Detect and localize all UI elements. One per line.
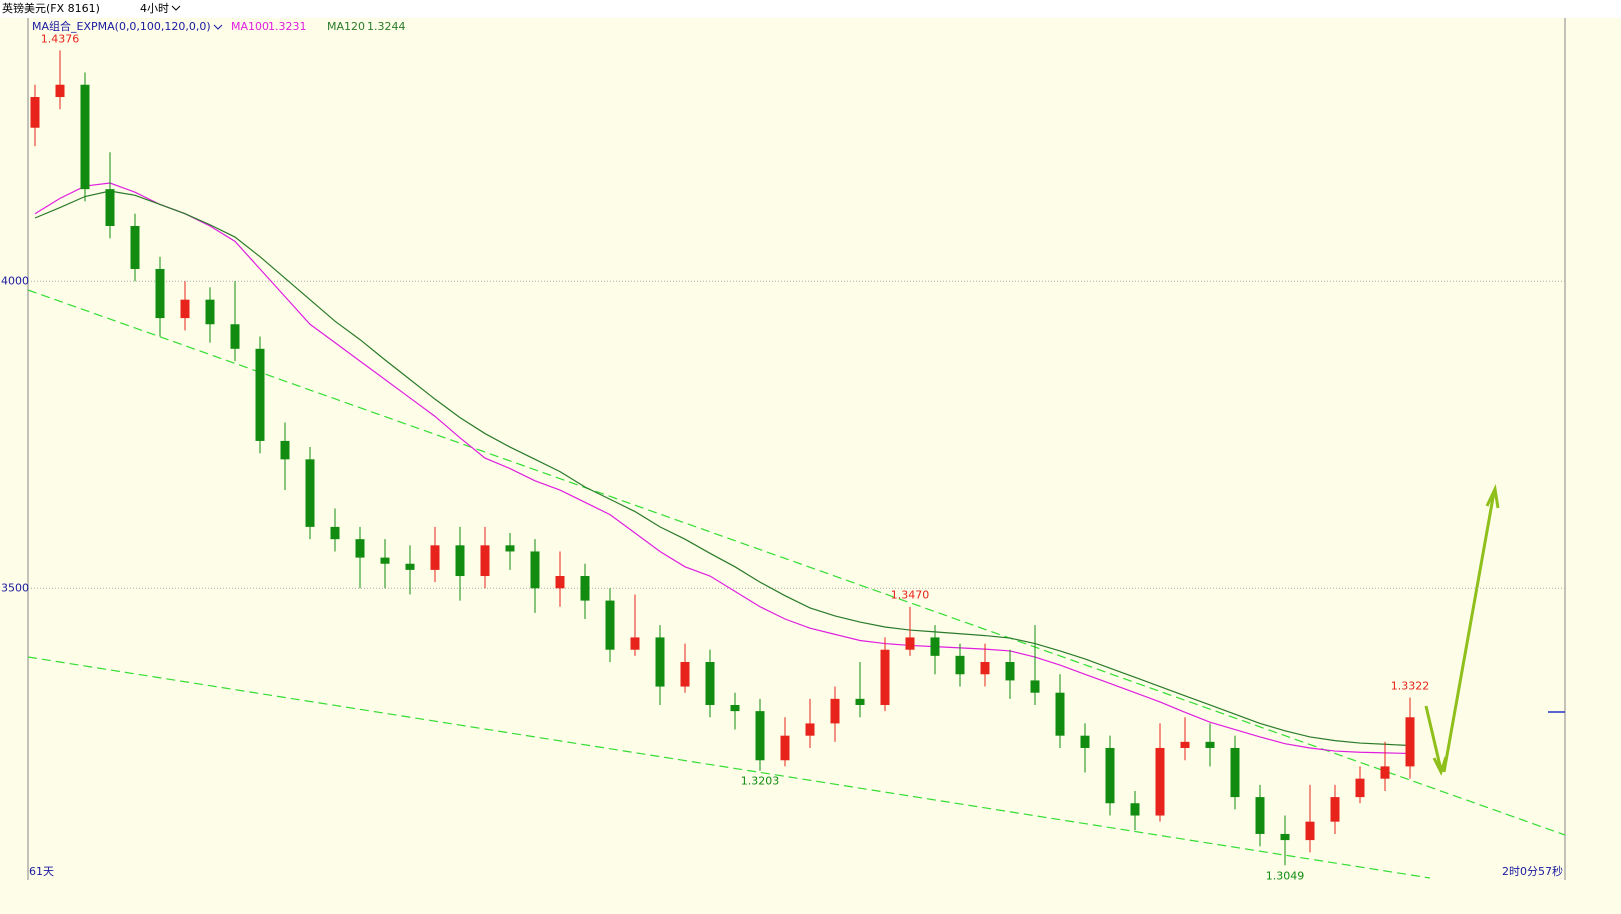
candle-body <box>1055 692 1065 736</box>
candle-body <box>655 637 665 687</box>
forecast-arrow <box>1424 483 1500 776</box>
candle-body <box>705 661 715 705</box>
candle-body <box>155 268 165 319</box>
candle-body <box>1330 797 1340 822</box>
y-tick-label: 3500 <box>1 581 29 594</box>
candle-body <box>130 225 140 269</box>
candle-body <box>730 704 740 712</box>
candle-body <box>1230 747 1240 798</box>
candle-body <box>55 84 65 98</box>
candle-body <box>105 189 115 226</box>
candle-body <box>955 655 965 675</box>
candle-body <box>430 545 440 570</box>
high-label: 1.3322 <box>1391 680 1430 693</box>
candle-body <box>205 299 215 325</box>
candle-body <box>280 440 290 460</box>
candle-body <box>255 348 265 441</box>
trendline <box>27 289 1566 836</box>
candle-body <box>1280 833 1290 841</box>
candle-body <box>1205 741 1215 748</box>
moving-average <box>34 190 1411 747</box>
candle-body <box>1105 747 1115 804</box>
footer-left: 61天 <box>29 865 54 878</box>
candle-body <box>1180 741 1190 748</box>
candle-body <box>505 545 515 552</box>
candle-body <box>80 84 90 190</box>
candle-body <box>380 557 390 564</box>
low-label: 1.3203 <box>741 775 780 788</box>
candle-body <box>580 576 590 601</box>
candle-body <box>780 735 790 761</box>
legend-name: MA100 <box>231 20 269 33</box>
high-label: 1.3470 <box>891 589 930 602</box>
candle-body <box>405 563 415 570</box>
candle-body <box>180 299 190 319</box>
candle-body <box>1130 803 1140 816</box>
candle-body <box>855 698 865 705</box>
candle-body <box>1155 747 1165 816</box>
candle-body <box>455 545 465 577</box>
candle-body <box>905 637 915 650</box>
candle-body <box>1005 661 1015 681</box>
candle-body <box>1305 821 1315 841</box>
moving-average <box>34 182 1411 755</box>
low-label: 1.3049 <box>1266 869 1305 882</box>
candle-body <box>680 661 690 687</box>
candle-body <box>1080 735 1090 748</box>
high-label: 1.4376 <box>41 32 80 45</box>
candle-body <box>1380 766 1390 779</box>
candle-body <box>980 661 990 675</box>
title-bar <box>0 0 1621 18</box>
footer-right: 2时0分57秒 <box>1502 864 1563 878</box>
legend-name: MA120 <box>327 20 365 33</box>
candle-body <box>605 600 615 650</box>
indicator[interactable]: MA组合_EXPMA(0,0,100,120,0,0) <box>32 19 211 33</box>
candle-body <box>755 711 765 761</box>
candle-body <box>805 723 815 736</box>
candle-body <box>530 551 540 589</box>
legend-value: 1.3231 <box>268 20 307 33</box>
candle-body <box>1255 797 1265 834</box>
candle-body <box>1355 778 1365 798</box>
candle-body <box>830 698 840 724</box>
dropdown-icon[interactable] <box>171 5 181 11</box>
candle-body <box>480 545 490 577</box>
candle-body <box>30 97 40 128</box>
candle-body <box>930 637 940 656</box>
candle-body <box>555 576 565 589</box>
y-tick-label: 4000 <box>1 274 29 287</box>
candle-body <box>330 526 340 540</box>
candle-body <box>230 324 240 349</box>
period[interactable]: 4小时 <box>140 2 169 15</box>
dropdown-icon[interactable] <box>213 24 223 30</box>
trendline <box>27 656 1431 879</box>
legend-value: 1.3244 <box>367 20 406 33</box>
candle-body <box>880 649 890 705</box>
candle-body <box>1030 680 1040 693</box>
candle-body <box>630 637 640 650</box>
candle-body <box>305 459 315 527</box>
symbol: 英镑美元(FX 8161) <box>2 1 100 15</box>
candle-body <box>355 539 365 558</box>
candle-body <box>1405 717 1415 767</box>
